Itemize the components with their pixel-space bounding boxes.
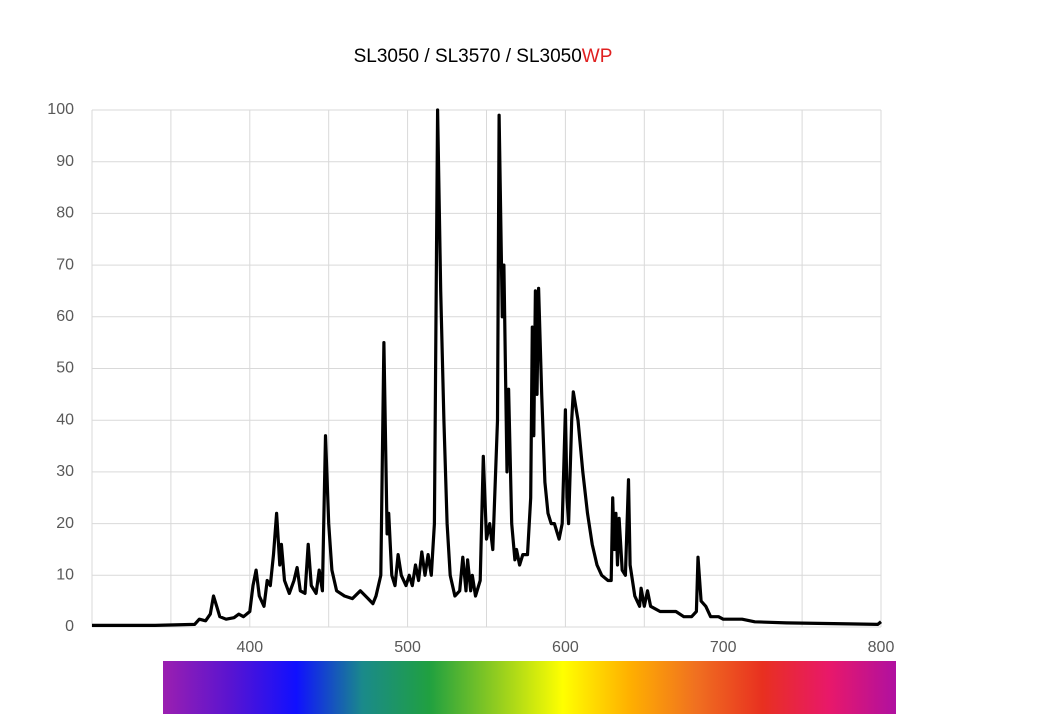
x-tick-label: 700: [710, 639, 737, 656]
y-tick-label: 70: [56, 256, 74, 273]
title-main: SL3050 / SL3570 / SL3050: [354, 46, 582, 67]
chart-title: SL3050 / SL3570 / SL3050WP: [354, 46, 613, 67]
x-tick-label: 500: [394, 639, 421, 656]
y-tick-label: 20: [56, 515, 74, 532]
y-tick-label: 90: [56, 153, 74, 170]
y-tick-label: 0: [65, 618, 74, 635]
y-tick-label: 80: [56, 205, 74, 222]
y-tick-label: 40: [56, 411, 74, 428]
x-tick-label: 400: [236, 639, 263, 656]
y-tick-label: 50: [56, 360, 74, 377]
y-tick-label: 30: [56, 463, 74, 480]
title-suffix: WP: [582, 46, 613, 67]
x-tick-label: 600: [552, 639, 579, 656]
y-tick-label: 10: [56, 567, 74, 584]
y-tick-label: 100: [47, 101, 74, 118]
x-tick-label: 800: [868, 639, 895, 656]
y-tick-label: 60: [56, 308, 74, 325]
spectrum-bar: [163, 661, 896, 714]
spectrum-line: [92, 108, 883, 627]
